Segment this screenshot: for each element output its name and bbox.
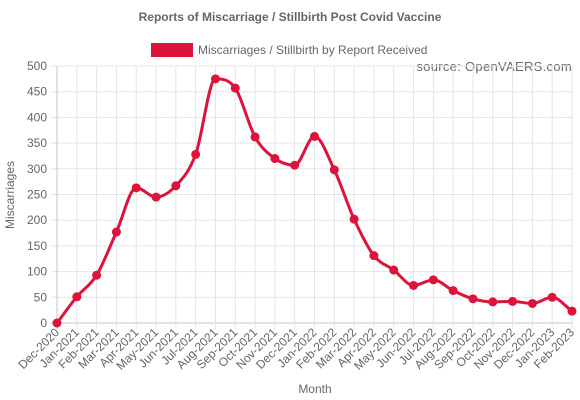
grid-lines	[51, 65, 573, 329]
data-point[interactable]	[250, 132, 260, 142]
data-point[interactable]	[171, 181, 181, 191]
data-point[interactable]	[151, 192, 161, 202]
data-point[interactable]	[310, 131, 319, 141]
legend-swatch	[151, 43, 193, 57]
data-point[interactable]	[52, 318, 62, 328]
x-axis-label: Month	[298, 382, 331, 396]
data-point[interactable]	[92, 270, 102, 280]
series-points	[52, 74, 577, 328]
y-tick-label: 450	[27, 85, 47, 99]
data-point[interactable]	[72, 292, 82, 302]
y-tick-label: 100	[27, 265, 47, 279]
y-tick-label: 0	[40, 316, 47, 330]
chart-title: Reports of Miscarriage / Stillbirth Post…	[139, 10, 442, 24]
y-tick-label: 400	[27, 110, 47, 124]
y-tick-label: 500	[27, 59, 47, 73]
data-point[interactable]	[508, 296, 518, 306]
data-point[interactable]	[131, 183, 141, 193]
data-point[interactable]	[527, 298, 537, 308]
y-tick-label: 350	[27, 136, 47, 150]
data-point[interactable]	[448, 286, 458, 296]
data-point[interactable]	[547, 292, 557, 302]
data-point[interactable]	[428, 275, 438, 285]
legend-label: Miscarriages / Stillbirth by Report Rece…	[198, 43, 427, 57]
y-tick-label: 150	[27, 239, 47, 253]
data-point[interactable]	[230, 83, 240, 93]
data-point[interactable]	[191, 149, 201, 159]
data-point[interactable]	[290, 160, 300, 170]
y-axis-label: Miscarriages	[3, 161, 17, 229]
data-point[interactable]	[270, 154, 280, 164]
data-point[interactable]	[210, 74, 220, 84]
data-point[interactable]	[329, 165, 339, 175]
legend[interactable]: Miscarriages / Stillbirth by Report Rece…	[151, 43, 427, 57]
data-point[interactable]	[409, 280, 419, 290]
y-tick-label: 50	[34, 290, 48, 304]
y-tick-label: 200	[27, 213, 47, 227]
data-point[interactable]	[488, 297, 498, 307]
data-point[interactable]	[369, 251, 379, 261]
y-axis-ticks: 0 50 100 150 200 250 300 350 400 450 500	[27, 59, 47, 330]
data-point[interactable]	[567, 306, 577, 316]
data-point[interactable]	[468, 294, 478, 304]
data-point[interactable]	[111, 227, 121, 237]
y-tick-label: 300	[27, 162, 47, 176]
x-axis-ticks: Dec-2020Jan-2021Feb-2021Mar-2021Apr-2021…	[15, 325, 577, 373]
data-point[interactable]	[349, 214, 359, 224]
y-tick-label: 250	[27, 188, 47, 202]
data-point[interactable]	[389, 265, 399, 275]
